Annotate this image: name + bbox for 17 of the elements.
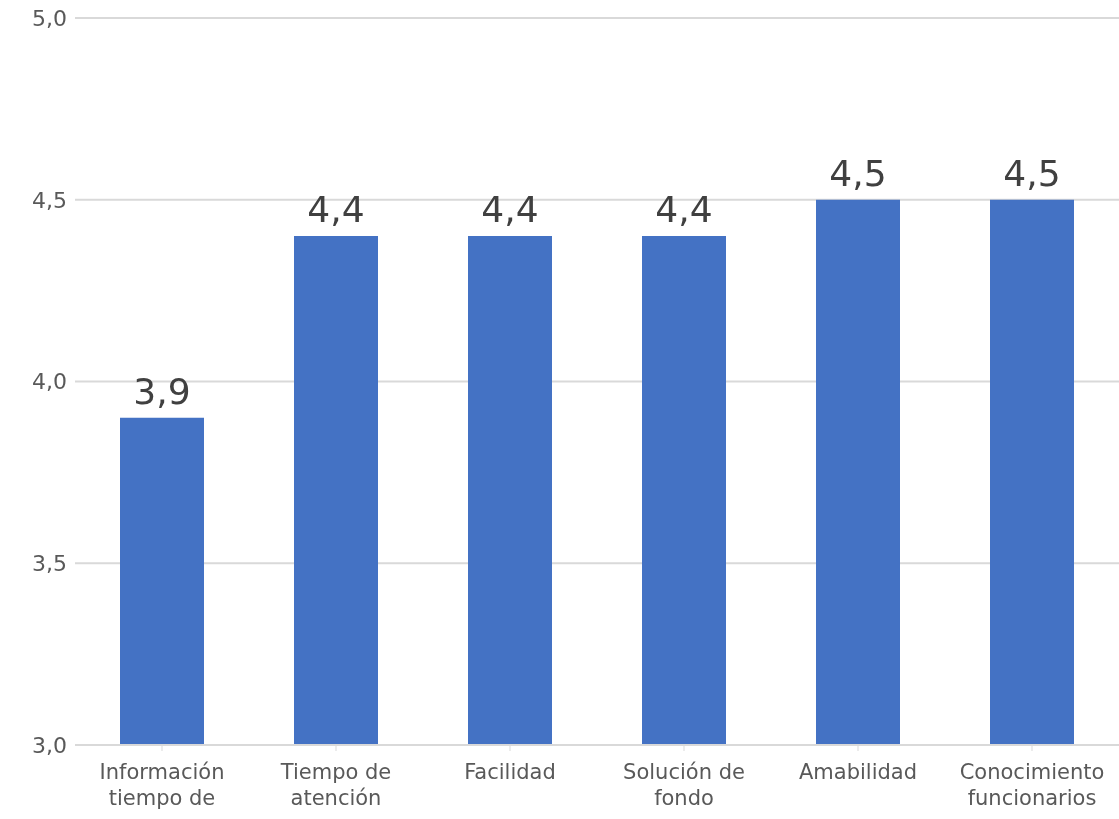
data-label: 4,4: [307, 189, 365, 231]
y-tick-label: 5,0: [32, 5, 67, 31]
data-label: 4,5: [829, 152, 887, 194]
x-tick-label: Información tiempo de: [99, 760, 225, 810]
x-tick-label: Solución de fondo: [623, 760, 745, 810]
x-tick-label: Conocimiento funcionarios: [959, 760, 1105, 810]
data-label: 4,4: [481, 189, 539, 231]
x-tick-label: Amabilidad: [798, 760, 918, 784]
x-tick-label: Facilidad: [464, 760, 556, 784]
y-tick-label: 4,0: [32, 369, 67, 395]
data-label: 3,9: [133, 370, 191, 412]
y-tick-label: 3,0: [32, 732, 67, 758]
y-tick-label: 3,5: [32, 551, 67, 577]
x-tick-label: Tiempo de atención: [279, 760, 392, 810]
data-label: 4,5: [1003, 152, 1061, 194]
y-tick-label: 4,5: [32, 187, 67, 213]
data-label: 4,4: [655, 189, 713, 231]
